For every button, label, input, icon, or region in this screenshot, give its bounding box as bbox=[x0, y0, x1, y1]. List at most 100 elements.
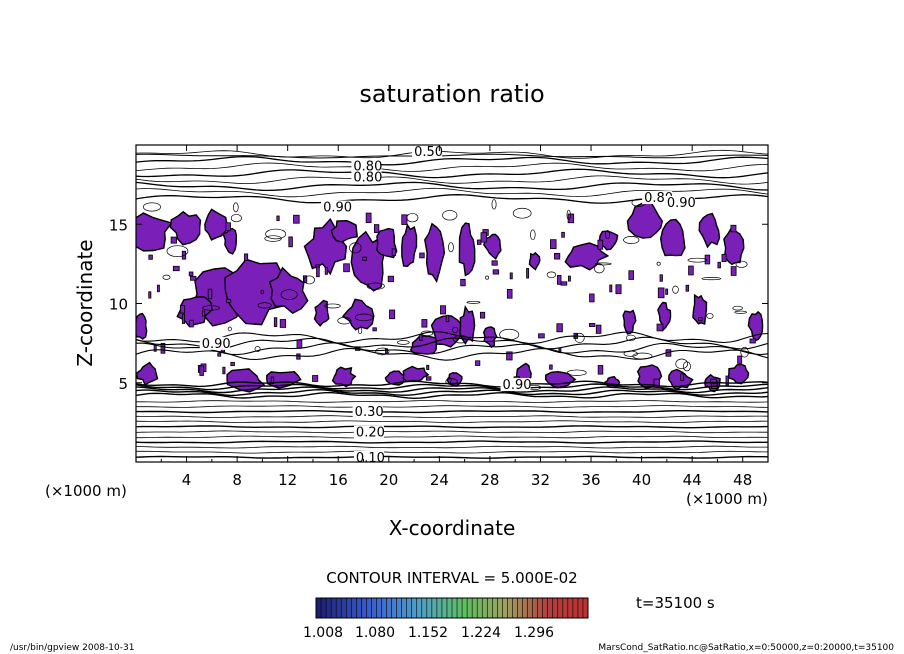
contour-line bbox=[136, 425, 768, 429]
contour-label-bg bbox=[321, 200, 352, 214]
contour-loop bbox=[623, 236, 640, 245]
supersaturation-speck bbox=[615, 284, 622, 295]
contour-loop bbox=[166, 245, 189, 257]
contour-line bbox=[136, 410, 768, 414]
contour-line bbox=[136, 331, 768, 344]
x-unit-label: (×1000 m) bbox=[686, 490, 768, 508]
contour-line bbox=[136, 175, 768, 185]
contour-loop bbox=[357, 327, 363, 335]
supersaturation-region bbox=[222, 227, 238, 255]
contour-labels: 0.500.800.800.900.800.900.900.900.300.20… bbox=[199, 145, 696, 466]
contour-loop bbox=[485, 275, 490, 280]
contour-loop bbox=[349, 242, 362, 254]
contour-line bbox=[136, 455, 768, 459]
contour-label: 0.90 bbox=[202, 337, 231, 352]
contour-label-bg bbox=[500, 378, 531, 392]
supersaturation-speck bbox=[365, 212, 372, 224]
contour-label: 0.10 bbox=[356, 451, 385, 466]
plot-area: 0.500.800.800.900.800.900.900.900.300.20… bbox=[136, 145, 768, 466]
contour-label: 0.80 bbox=[353, 170, 382, 185]
supersaturation-speck bbox=[276, 215, 280, 222]
contour-line bbox=[136, 342, 768, 356]
supersaturation-speck bbox=[225, 222, 231, 232]
x-tick-label: 40 bbox=[632, 471, 651, 489]
contour-line bbox=[136, 187, 768, 198]
contour-label-bg bbox=[352, 405, 383, 419]
supersaturation-speck bbox=[401, 214, 408, 225]
contour-loop bbox=[406, 213, 419, 223]
supersaturation-speck bbox=[222, 366, 226, 375]
supersaturation-region bbox=[698, 212, 721, 249]
x-tick-label: 44 bbox=[683, 471, 702, 489]
supersaturation-speck bbox=[554, 252, 561, 260]
supersaturation-speck bbox=[188, 271, 194, 277]
supersaturation-region bbox=[723, 226, 745, 266]
supersaturation-speck bbox=[597, 239, 604, 250]
supersaturation-speck bbox=[725, 375, 729, 386]
contour-loop bbox=[420, 330, 434, 337]
supersaturation-speck bbox=[217, 352, 222, 357]
contour-loop bbox=[706, 312, 714, 319]
supersaturation-speck bbox=[288, 236, 293, 248]
supersaturation-region bbox=[528, 251, 541, 271]
contour-loop bbox=[337, 317, 352, 325]
contour-loop bbox=[442, 210, 458, 221]
contour-loop bbox=[447, 376, 452, 384]
supersaturation-speck bbox=[460, 278, 466, 287]
supersaturation-region bbox=[402, 365, 430, 383]
contour-label-bg bbox=[351, 159, 382, 173]
supersaturation-speck bbox=[730, 266, 737, 276]
supersaturation-speck bbox=[595, 324, 602, 334]
supersaturation-speck bbox=[685, 284, 690, 292]
y-tick-label: 15 bbox=[109, 216, 128, 234]
contour-loop bbox=[257, 302, 272, 309]
supersaturation-speck bbox=[312, 375, 319, 382]
supersaturation-speck bbox=[492, 269, 500, 275]
supersaturation-speck bbox=[589, 323, 596, 327]
contour-label-bg bbox=[642, 191, 673, 205]
supersaturation-speck bbox=[479, 311, 486, 319]
y-axis: 5 10 15 bbox=[109, 216, 768, 393]
contour-line bbox=[136, 391, 768, 400]
supersaturation-speck bbox=[589, 293, 595, 303]
supersaturation-speck bbox=[419, 334, 423, 341]
supersaturation-speck bbox=[157, 284, 160, 293]
contour-label: 0.50 bbox=[414, 145, 443, 160]
x-tick-label: 20 bbox=[379, 471, 398, 489]
contour-loop bbox=[732, 305, 743, 311]
contour-loop bbox=[227, 326, 232, 332]
contour-line bbox=[136, 181, 768, 192]
contour-line bbox=[136, 153, 768, 159]
colorbar-ticks: 1.008 1.080 1.152 1.224 1.296 bbox=[303, 625, 554, 641]
z-unit-label: (×1000 m) bbox=[45, 482, 127, 500]
supersaturation-speck bbox=[538, 333, 545, 339]
supersaturation-speck bbox=[609, 284, 613, 293]
contour-loop bbox=[605, 229, 611, 239]
supersaturation-speck bbox=[316, 266, 320, 278]
contour-label-bg bbox=[353, 451, 384, 462]
contour-loop bbox=[445, 378, 458, 385]
contour-loop bbox=[632, 352, 653, 360]
contour-loop bbox=[593, 263, 605, 274]
supersaturation-region bbox=[136, 212, 173, 252]
contour-line bbox=[136, 440, 768, 444]
x-tick-label: 12 bbox=[278, 471, 297, 489]
x-axis: 4 8 12 16 20 24 28 32 36 40 44 48 bbox=[160, 145, 752, 489]
contour-line bbox=[136, 420, 768, 424]
supersaturation-speck bbox=[721, 253, 727, 263]
contour-loop bbox=[672, 285, 679, 294]
supersaturation-speck bbox=[425, 376, 432, 381]
supersaturation-speck bbox=[426, 364, 430, 370]
supersaturation-region bbox=[268, 266, 309, 315]
supersaturation-speck bbox=[190, 275, 197, 281]
supersaturation-speck bbox=[475, 360, 481, 366]
supersaturation-region bbox=[169, 210, 202, 246]
x-tick-label: 16 bbox=[329, 471, 348, 489]
supersaturation-speck bbox=[226, 298, 232, 303]
supersaturation-speck bbox=[244, 253, 249, 262]
contour-loop bbox=[303, 275, 315, 285]
contour-loop bbox=[512, 207, 532, 219]
supersaturation-speck bbox=[189, 319, 194, 328]
supersaturation-speck bbox=[172, 265, 180, 272]
contour-line bbox=[136, 162, 768, 172]
